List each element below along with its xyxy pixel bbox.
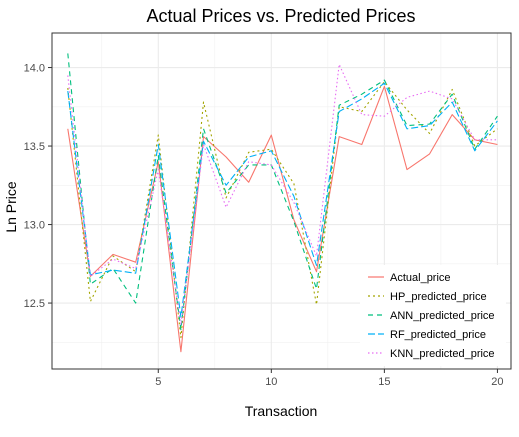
legend-label: HP_predicted_price <box>390 291 487 303</box>
series-line-KNN_predicted_price <box>67 63 498 326</box>
x-tick-label: 15 <box>378 376 390 388</box>
legend-label: ANN_predicted_price <box>390 310 495 322</box>
x-tick-label: 20 <box>491 376 503 388</box>
series-line-Actual_price <box>67 85 498 353</box>
chart-title: Actual Prices vs. Predicted Prices <box>146 6 415 26</box>
y-tick-label: 13.0 <box>24 220 45 232</box>
legend-box <box>360 265 506 366</box>
y-tick-label: 12.5 <box>24 298 45 310</box>
series-lines <box>67 53 498 353</box>
legend-label: KNN_predicted_price <box>390 348 495 360</box>
y-axis-title: Ln Price <box>3 181 19 233</box>
x-tick-label: 5 <box>155 376 161 388</box>
series-line-ANN_predicted_price <box>67 53 498 331</box>
plot-border <box>51 32 512 370</box>
x-axis-title: Transaction <box>245 403 318 419</box>
y-tick-label: 13.5 <box>24 141 45 153</box>
x-tick-label: 10 <box>265 376 277 388</box>
legend: Actual_price HP_predicted_price ANN_predic… <box>360 265 506 366</box>
legend-label: Actual_price <box>390 272 451 284</box>
legend-label: RF_predicted_price <box>390 329 486 341</box>
y-tick-label: 14.0 <box>24 63 45 75</box>
axis-ticks: 5 10 15 20 12.5 13.0 13.5 14.0 <box>24 63 504 388</box>
